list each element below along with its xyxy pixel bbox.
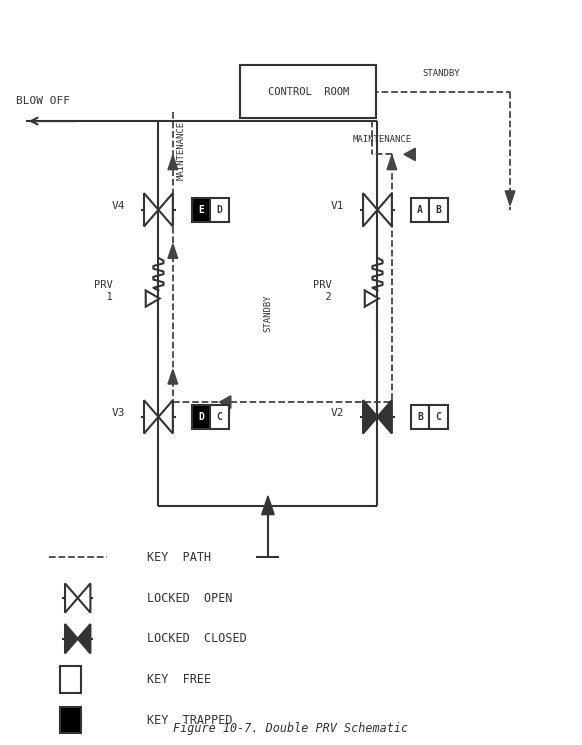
Polygon shape <box>146 291 159 307</box>
Polygon shape <box>387 155 397 170</box>
Polygon shape <box>144 193 158 226</box>
Polygon shape <box>378 400 392 434</box>
Text: C: C <box>217 412 222 422</box>
Text: V4: V4 <box>111 201 125 211</box>
FancyBboxPatch shape <box>430 198 448 222</box>
Polygon shape <box>404 148 416 161</box>
Polygon shape <box>262 496 274 515</box>
Text: B: B <box>417 412 423 422</box>
Polygon shape <box>363 400 378 434</box>
FancyBboxPatch shape <box>192 405 210 428</box>
Text: D: D <box>198 412 204 422</box>
FancyBboxPatch shape <box>411 405 430 428</box>
Polygon shape <box>505 191 515 206</box>
Polygon shape <box>168 370 178 384</box>
Text: A: A <box>417 205 423 215</box>
FancyBboxPatch shape <box>192 198 210 222</box>
Text: B: B <box>436 205 442 215</box>
Polygon shape <box>158 400 173 434</box>
Bar <box>61 707 81 733</box>
Polygon shape <box>78 624 90 653</box>
Text: E: E <box>198 205 204 215</box>
Polygon shape <box>65 583 78 612</box>
Bar <box>61 666 81 693</box>
Polygon shape <box>65 624 78 653</box>
FancyBboxPatch shape <box>210 198 229 222</box>
FancyBboxPatch shape <box>240 66 377 118</box>
Text: KEY  FREE: KEY FREE <box>147 673 211 686</box>
FancyBboxPatch shape <box>430 405 448 428</box>
Text: MAINTENANCE: MAINTENANCE <box>352 135 411 144</box>
Text: PRV
  2: PRV 2 <box>313 280 332 302</box>
Text: V1: V1 <box>331 201 344 211</box>
FancyBboxPatch shape <box>411 198 430 222</box>
Polygon shape <box>378 193 392 226</box>
FancyBboxPatch shape <box>210 405 229 428</box>
Text: Figure 10-7. Double PRV Schematic: Figure 10-7. Double PRV Schematic <box>173 722 409 735</box>
Polygon shape <box>365 291 379 307</box>
Text: STANDBY: STANDBY <box>264 294 272 332</box>
Text: LOCKED  CLOSED: LOCKED CLOSED <box>147 633 247 645</box>
Text: PRV
  1: PRV 1 <box>94 280 113 302</box>
Polygon shape <box>144 400 158 434</box>
Text: V2: V2 <box>331 408 344 418</box>
Text: C: C <box>436 412 442 422</box>
Text: BLOW OFF: BLOW OFF <box>16 96 70 107</box>
Polygon shape <box>363 193 378 226</box>
Polygon shape <box>168 244 178 259</box>
Text: CONTROL  ROOM: CONTROL ROOM <box>268 86 349 97</box>
Polygon shape <box>158 193 173 226</box>
Text: KEY  PATH: KEY PATH <box>147 551 211 564</box>
Text: LOCKED  OPEN: LOCKED OPEN <box>147 592 232 604</box>
Text: KEY  TRAPPED: KEY TRAPPED <box>147 714 232 726</box>
Polygon shape <box>168 155 178 170</box>
Text: MAINTENANCE: MAINTENANCE <box>177 121 186 180</box>
Polygon shape <box>78 583 90 612</box>
Text: D: D <box>217 205 222 215</box>
Text: V3: V3 <box>111 408 125 418</box>
Polygon shape <box>219 396 231 408</box>
Text: STANDBY: STANDBY <box>422 69 460 77</box>
